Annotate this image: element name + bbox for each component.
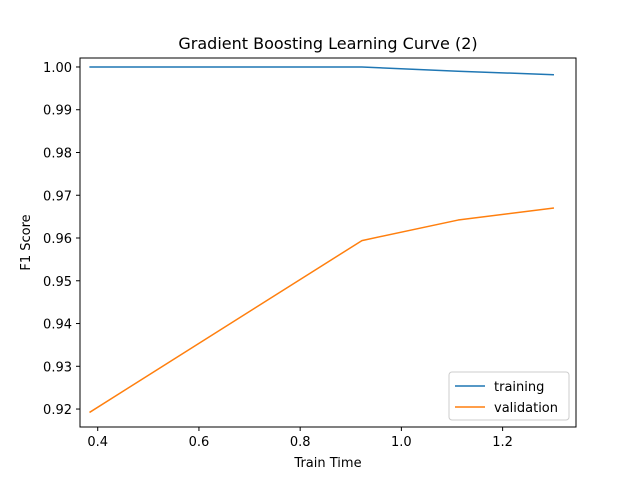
series-layer: [89, 66, 555, 414]
y-tick-label: 0.99: [43, 104, 72, 119]
legend: training validation: [448, 371, 570, 421]
y-tick-label: 0.97: [43, 189, 72, 204]
x-tick-label: 0.4: [87, 435, 108, 450]
x-tick-label: 0.6: [189, 435, 210, 450]
x-tick-label: 1.2: [492, 435, 513, 450]
y-axis-ticks: 0.92 0.93 0.94 0.95 0.96 0.97 0.98 0.99 1.00: [43, 61, 80, 418]
y-tick-label: 0.92: [43, 403, 72, 418]
x-axis-label: Train Time: [293, 456, 361, 471]
legend-label-validation: validation: [494, 401, 558, 416]
x-tick-label: 1.0: [391, 435, 412, 450]
x-tick-label: 0.8: [290, 435, 311, 450]
chart-title: Gradient Boosting Learning Curve (2): [178, 34, 477, 53]
plot-area: [79, 57, 577, 428]
plot-frame: [79, 57, 577, 428]
legend-label-training: training: [494, 380, 544, 395]
y-axis-label: F1 Score: [19, 214, 34, 270]
y-tick-label: 0.96: [43, 232, 72, 247]
y-tick-label: 0.93: [43, 360, 72, 375]
series-line-training: [89, 66, 554, 76]
y-tick-label: 0.98: [43, 146, 72, 161]
y-tick-label: 0.94: [43, 318, 72, 333]
y-tick-label: 1.00: [43, 61, 72, 76]
legend-box: [448, 371, 570, 421]
series-line-validation: [89, 207, 555, 414]
y-tick-label: 0.95: [43, 275, 72, 290]
x-axis-ticks: 0.4 0.6 0.8 1.0 1.2: [87, 427, 513, 450]
